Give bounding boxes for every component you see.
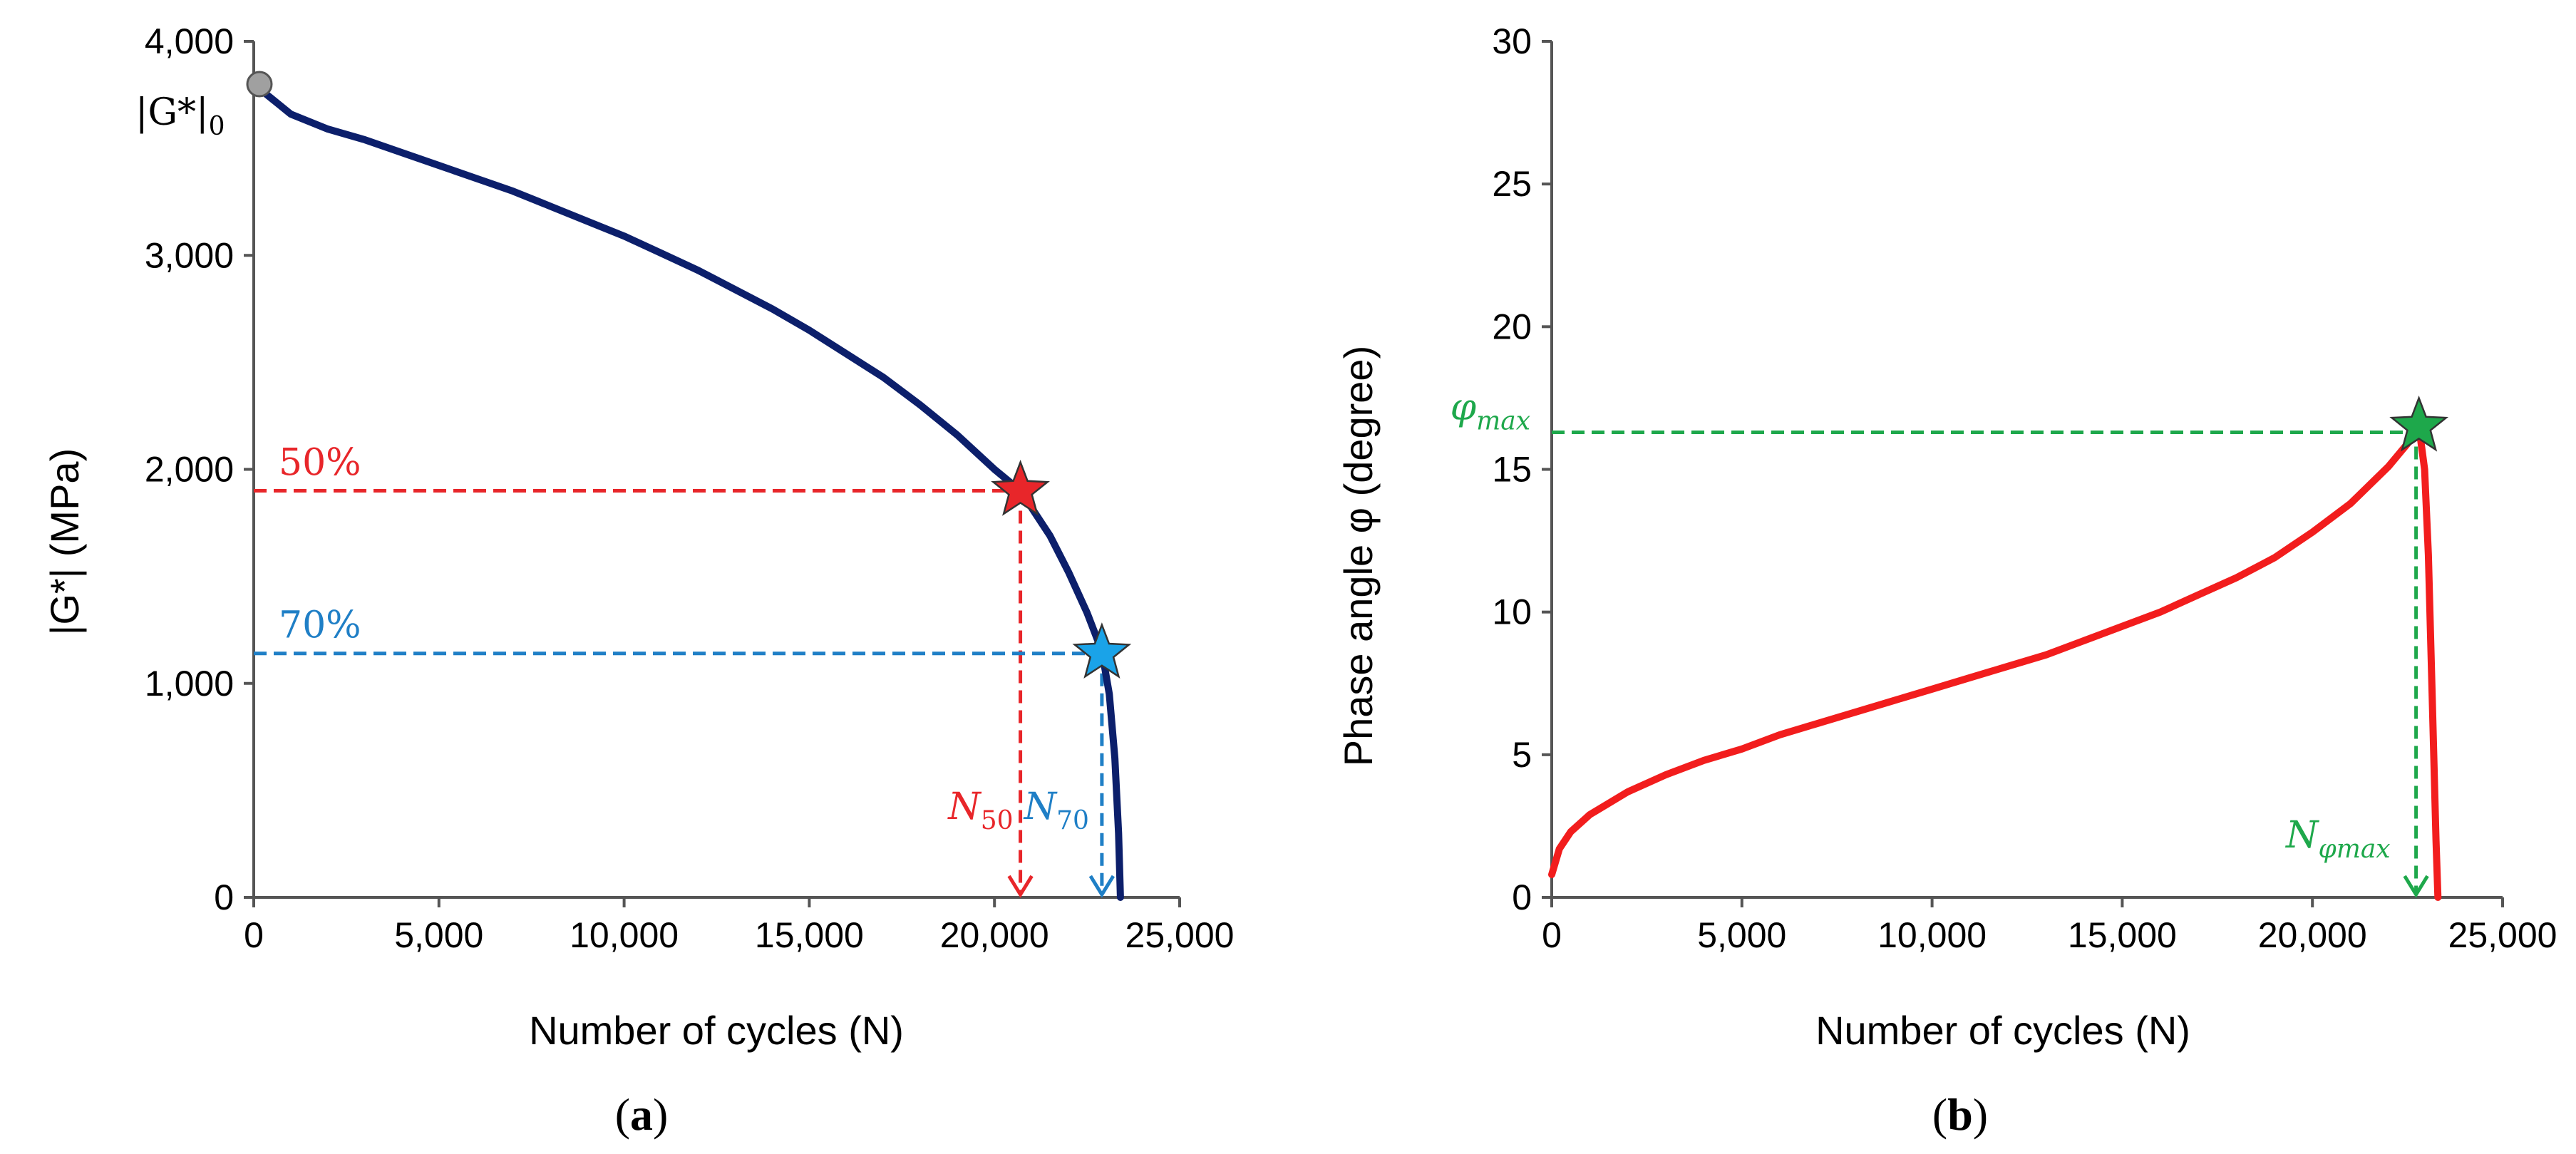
panel-a-label: (a) (615, 1089, 669, 1140)
panel-a-guides (254, 489, 1116, 898)
panel-a-axes (252, 41, 1180, 899)
x-tick-label: 20,000 (940, 915, 1049, 955)
panel-a-series-line (250, 81, 1124, 901)
panel-a-chart: 0 5,000 10,000 15,000 20,000 25,000 0 1,000 2,0… (42, 21, 1234, 1140)
guide-arrowhead (1007, 875, 1034, 898)
n-label: N50 (947, 785, 1013, 835)
panel-a-x-ticks: 0 5,000 10,000 15,000 20,000 25,000 (244, 897, 1234, 955)
level-label: φmax (1451, 386, 1530, 436)
x-tick-label: 0 (244, 915, 264, 955)
panel-a-x-axis-title: Number of cycles (N) (529, 1008, 904, 1053)
x-tick-label: 5,000 (1697, 915, 1786, 955)
level-label: 70% (279, 604, 361, 647)
panel-a-initial-point (246, 71, 273, 98)
y-tick-label: 2,000 (145, 450, 234, 490)
x-tick-label: 10,000 (1877, 915, 1987, 955)
panel-b-x-axis-title: Number of cycles (N) (1815, 1008, 2190, 1053)
y-tick-label: 10 (1492, 592, 1532, 632)
star-marker (2389, 395, 2449, 452)
y-tick-label: 3,000 (145, 235, 234, 275)
panel-a-initial-label: |G*|0 (135, 91, 225, 141)
guide-arrowhead (1088, 875, 1116, 898)
star-marker (991, 459, 1050, 516)
x-tick-label: 0 (1542, 915, 1562, 955)
y-tick-label: 1,000 (145, 664, 234, 704)
x-tick-label: 20,000 (2258, 915, 2367, 955)
x-tick-label: 25,000 (1125, 915, 1235, 955)
panel-b-x-ticks: 0 5,000 10,000 15,000 20,000 25,000 (1542, 897, 2557, 955)
panel-b-y-axis-title: Phase angle φ (degree) (1336, 346, 1381, 766)
x-tick-label: 15,000 (2068, 915, 2177, 955)
y-tick-label: 4,000 (145, 21, 234, 61)
y-tick-label: 15 (1492, 450, 1532, 490)
y-tick-label: 25 (1492, 164, 1532, 204)
n-label: N70 (1023, 785, 1089, 835)
panel-a-markers: 50% N50 70% N70 (279, 442, 1132, 835)
panel-b-label: (b) (1932, 1089, 1988, 1140)
panel-b-chart: 0 5,000 10,000 15,000 20,000 25,000 0 5 10 15 20 2… (1336, 21, 2557, 1140)
panel-a-y-ticks: 0 1,000 2,000 3,000 4,000 (145, 21, 254, 917)
panel-a-y-axis-title: |G*| (MPa) (42, 448, 87, 635)
x-tick-label: 5,000 (394, 915, 483, 955)
y-tick-label: 0 (214, 877, 234, 917)
x-tick-label: 15,000 (755, 915, 864, 955)
x-tick-label: 25,000 (2448, 915, 2557, 955)
y-tick-label: 5 (1512, 735, 1532, 775)
panel-b-guides (1552, 426, 2429, 898)
y-tick-label: 20 (1492, 306, 1532, 346)
panel-b-y-ticks: 0 5 10 15 20 25 30 (1492, 21, 1552, 917)
star-marker (1072, 622, 1132, 679)
guide-arrowhead (2403, 875, 2429, 898)
y-tick-label: 0 (1512, 877, 1532, 917)
panel-b-axes (1550, 41, 2503, 899)
level-label: 50% (279, 442, 361, 485)
y-tick-label: 30 (1492, 21, 1532, 61)
panel-b-markers: φmax Nφmax (1451, 386, 2449, 864)
n-label: Nφmax (2284, 814, 2391, 864)
x-tick-label: 10,000 (570, 915, 679, 955)
